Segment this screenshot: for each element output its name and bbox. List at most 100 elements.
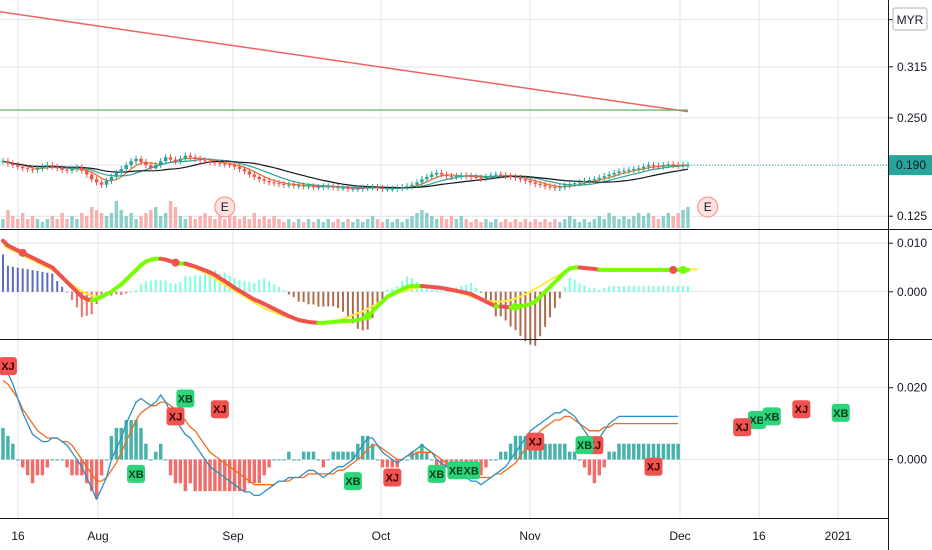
volume-bar [646,213,651,228]
candle-body [232,165,237,167]
candle-body [306,186,311,188]
volume-bar [503,219,508,228]
macd-histogram-bar [499,451,503,460]
osc-histogram-bar [238,279,241,292]
volume-bar [237,219,242,228]
candle-body [513,176,518,178]
candle-body [178,158,183,162]
volume-bar [651,216,656,228]
candle-body [528,180,533,183]
candle-body [523,179,528,181]
candle-body [380,187,385,189]
volume-bar [494,219,498,228]
candle-body [425,176,429,180]
osc-histogram-bar [253,282,256,292]
signal-badge-xj [210,400,229,419]
macd-histogram-bar [577,459,582,461]
candle-body [208,161,212,163]
osc-histogram-bar [588,287,591,292]
volume-bar [267,219,271,228]
candle-body [247,171,252,175]
osc-histogram-bar [435,290,438,292]
volume-bar [523,219,528,228]
candle-body [296,185,301,187]
macd-histogram-bar [154,451,158,460]
macd-histogram-bar [247,459,252,484]
macd-histogram-bar [218,459,222,492]
volume-bar [410,216,414,228]
macd-histogram-bar [666,443,671,460]
volume-bar [188,216,192,228]
macd-histogram-bar [35,459,40,476]
macd-histogram-bar [341,451,345,460]
osc-histogram-bar [194,275,197,292]
osc-histogram-bar [248,281,251,292]
osc-histogram-bar [337,291,340,309]
macd-histogram-bar [11,443,15,460]
price-axis-label: 0.250 [897,111,927,125]
signal-badge-xb [575,436,594,455]
candle-body [272,182,276,184]
volume-bar [94,210,99,228]
candle-body [602,176,606,178]
candle-body [494,174,498,176]
earnings-marker [697,196,719,218]
candle-body [415,182,419,185]
candle-body [646,165,651,167]
candle-body [6,161,10,164]
osc-histogram-bar [578,283,581,292]
macd-histogram-bar [622,443,626,460]
osc-histogram-bar [282,289,285,292]
osc-histogram-bar [544,291,547,327]
osc-histogram-bar [307,291,310,305]
macd-histogram-bar [582,459,587,468]
signal-badge-xj [383,468,402,487]
osc-cross-dot [171,258,180,267]
osc-histogram-bar [268,281,271,292]
macd-histogram-bar [16,459,20,461]
signal-badge-label: XJ [1,361,14,373]
osc-histogram-bar [292,291,295,298]
osc-histogram-bar [243,280,246,292]
macd-histogram-bar [282,459,286,461]
osc-histogram-bar [396,285,399,292]
osc-histogram-bar [637,286,640,292]
osc-histogram-bar [642,286,645,292]
signal-badge-xb [447,461,466,480]
candle-body [124,165,128,170]
volume-bar [632,216,636,228]
candle-body [20,166,25,169]
candle-body [499,174,503,176]
candle-body [30,169,35,171]
volume-bar [262,216,266,228]
macd-histogram-bar [351,451,355,460]
osc-histogram-bar [189,276,192,292]
osc-histogram-bar [356,291,359,329]
macd-histogram-bar [612,451,616,460]
macd-histogram-bar [365,435,370,460]
candle-body [40,166,45,169]
signal-badge-xb [176,389,195,408]
candle-body [203,160,207,162]
volume-bar [154,207,158,228]
candle-body [85,170,89,175]
volume-bar [193,219,197,228]
volume-bar [99,213,104,228]
macd-histogram-bar [119,427,123,460]
osc-histogram-bar [16,267,19,292]
volume-bar [622,216,626,228]
volume-bar [104,216,109,228]
candle-body [321,186,326,188]
volume-bar [247,219,252,228]
signal-badge-label: XJ [213,404,226,416]
signal-badge-xb [747,411,766,430]
candle-body [449,176,454,178]
candle-body [75,167,79,170]
candle-body [553,187,557,189]
currency-badge[interactable]: MYR [892,7,928,31]
macd-histogram-bar [292,459,296,461]
macd-histogram-bar [651,443,656,460]
osc-histogram-bar [56,281,59,292]
macd-histogram-bar [306,451,311,460]
